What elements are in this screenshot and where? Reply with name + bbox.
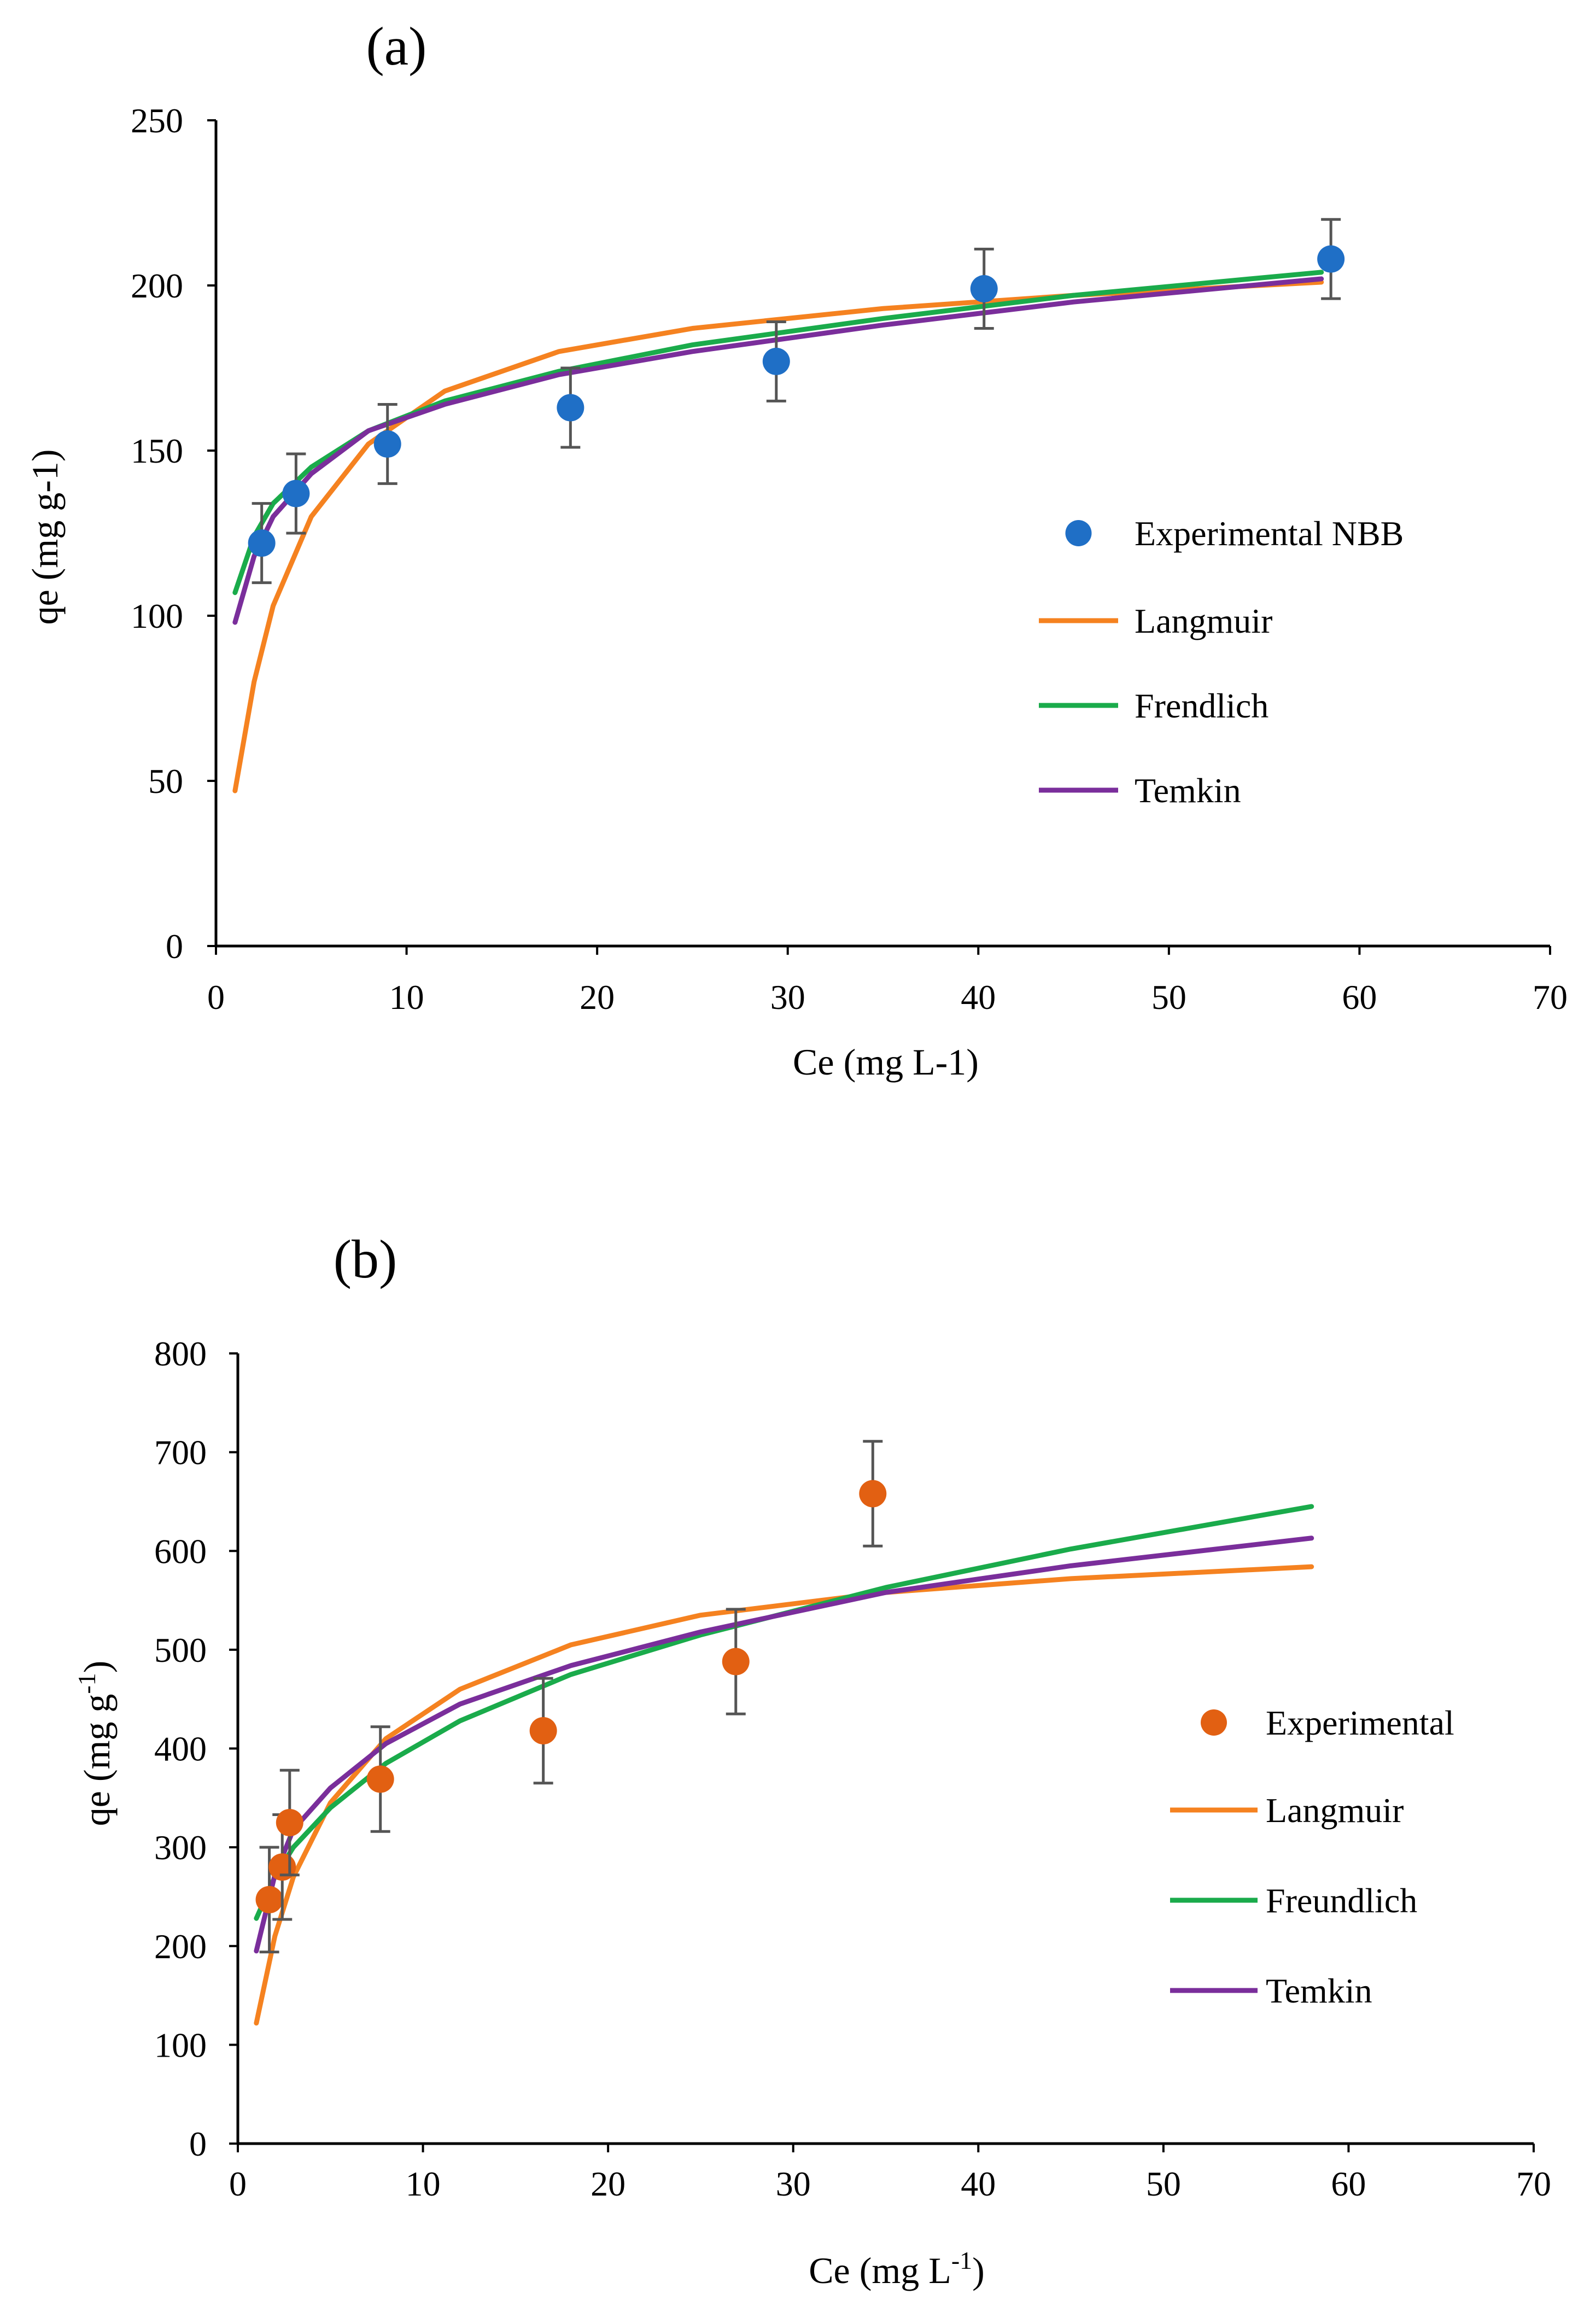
freundlich-curve	[254, 1504, 1314, 1921]
panel-b: (b) qe (mg g-1) Ce (mg L-1) 010020030040…	[73, 1229, 1551, 2291]
x-tick-label: 10	[406, 2164, 441, 2203]
data-point	[366, 1765, 394, 1793]
y-tick-label: 700	[154, 1433, 207, 1472]
y-tick-label: 0	[189, 2124, 207, 2163]
x-tick-label: 50	[1146, 2164, 1181, 2203]
legend-label-experimental: Experimental	[1266, 1703, 1454, 1742]
x-tick-label: 40	[961, 2164, 996, 2203]
langmuir-curve	[232, 279, 1324, 793]
panel-b-points	[255, 1440, 887, 1954]
x-tick-label: 30	[776, 2164, 811, 2203]
legend-label-frendlich: Frendlich	[1135, 686, 1268, 725]
x-tick-label: 50	[1151, 978, 1186, 1017]
panel-a-curves	[232, 270, 1324, 793]
legend-label-freundlich: Freundlich	[1266, 1881, 1417, 1920]
y-tick-label: 100	[154, 2025, 207, 2064]
x-tick-label: 20	[591, 2164, 625, 2203]
data-point	[276, 1808, 303, 1836]
data-point	[529, 1717, 557, 1744]
data-point	[1317, 245, 1345, 273]
data-point	[557, 394, 584, 422]
y-tick-label: 200	[131, 266, 183, 305]
y-tick-label: 50	[148, 762, 183, 801]
frendlich-curve	[232, 270, 1324, 596]
data-point	[970, 275, 998, 303]
x-tick-label: 40	[961, 978, 996, 1017]
legend-label-experimental-nbb: Experimental NBB	[1135, 514, 1404, 553]
data-point	[762, 347, 790, 375]
legend-marker-experimental	[1201, 1709, 1227, 1736]
x-tick-label: 60	[1342, 978, 1377, 1017]
x-tick-label: 10	[389, 978, 424, 1017]
panel-a-legend: Experimental NBB Langmuir Frendlich Temkin	[1039, 514, 1404, 810]
data-point	[859, 1480, 887, 1508]
y-tick-label: 500	[154, 1631, 207, 1669]
y-tick-label: 600	[154, 1532, 207, 1571]
panel-b-legend: Experimental Langmuir Freundlich Temkin	[1170, 1703, 1454, 2010]
y-tick-label: 150	[131, 431, 183, 470]
legend-label-langmuir: Langmuir	[1135, 602, 1272, 640]
panel-a: (a) qe (mg g-1) Ce (mg L-1) 050100150200…	[24, 16, 1568, 1083]
data-point	[268, 1853, 296, 1881]
panel-a-axes: 0 50 100 150 200 250 0 10 20 30 40 50 60 70	[131, 101, 1568, 1017]
y-tick-label: 300	[154, 1828, 207, 1867]
legend-marker-experimental-nbb	[1065, 520, 1092, 546]
x-tick-label: 60	[1331, 2164, 1366, 2203]
legend-label-temkin: Temkin	[1266, 1971, 1372, 2010]
temkin-curve	[254, 1536, 1314, 1954]
panel-a-points	[248, 218, 1345, 585]
langmuir-curve	[254, 1564, 1314, 2026]
data-point	[373, 430, 401, 458]
legend-label-temkin: Temkin	[1135, 771, 1241, 810]
panel-b-curves	[254, 1504, 1314, 2026]
y-tick-label: 400	[154, 1730, 207, 1768]
y-tick-label: 250	[131, 101, 183, 140]
legend-label-langmuir: Langmuir	[1266, 1791, 1404, 1830]
x-tick-label: 70	[1516, 2164, 1551, 2203]
panel-b-y-axis-label: qe (mg g-1)	[73, 1661, 118, 1826]
panel-a-y-axis-label: qe (mg g-1)	[24, 449, 66, 624]
panel-a-x-axis-label: Ce (mg L-1)	[793, 1041, 979, 1083]
panel-b-x-axis-label: Ce (mg L-1)	[809, 2246, 985, 2291]
x-tick-label: 30	[770, 978, 805, 1017]
panel-b-label: (b)	[334, 1229, 397, 1289]
panel-b-axes: 0 100 200 300 400 500 600 700 800 0 10 20 30 40 50 60 70	[154, 1334, 1551, 2203]
temkin-curve	[232, 276, 1324, 625]
data-point	[722, 1648, 750, 1676]
x-tick-label: 70	[1533, 978, 1568, 1017]
x-tick-label: 0	[207, 978, 225, 1017]
data-point	[248, 529, 276, 557]
y-tick-label: 800	[154, 1334, 207, 1373]
x-tick-label: 0	[229, 2164, 247, 2203]
data-point	[255, 1885, 283, 1913]
y-tick-label: 0	[166, 927, 183, 966]
panel-a-label: (a)	[366, 16, 427, 77]
data-point	[282, 480, 310, 507]
y-tick-label: 100	[131, 597, 183, 635]
y-tick-label: 200	[154, 1927, 207, 1966]
x-tick-label: 20	[580, 978, 615, 1017]
